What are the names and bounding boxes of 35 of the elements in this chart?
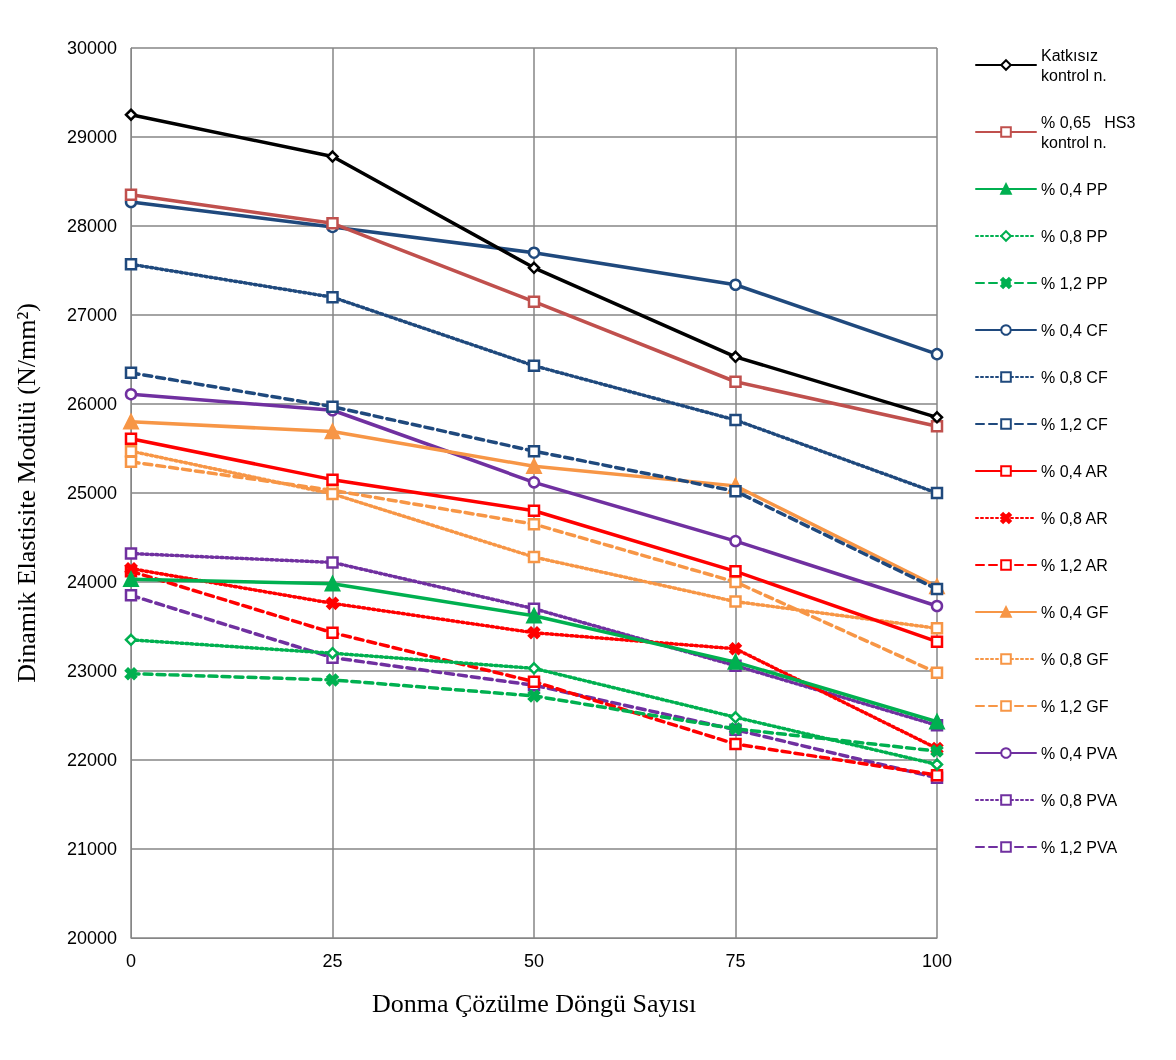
legend-label: % 1,2 PP bbox=[1041, 274, 1108, 292]
legend-label: % 0,4 CF bbox=[1041, 321, 1108, 339]
y-tick-label: 25000 bbox=[66, 483, 117, 503]
x-tick-label: 25 bbox=[322, 951, 343, 971]
x-tick-label: 50 bbox=[523, 951, 545, 971]
legend-label: % 0,4 PP bbox=[1041, 180, 1108, 198]
legend-label: % 0,4 AR bbox=[1041, 462, 1108, 480]
y-tick-label: 27000 bbox=[66, 305, 117, 325]
legend-label: % 0,4 GF bbox=[1041, 603, 1109, 621]
legend-label: % 0,8 PVA bbox=[1041, 791, 1118, 809]
legend-label: % 1,2 CF bbox=[1041, 415, 1108, 433]
legend-label: % 0,8 PP bbox=[1041, 227, 1108, 245]
y-tick-label: 30000 bbox=[66, 38, 117, 58]
y-tick-label: 20000 bbox=[66, 928, 117, 948]
y-tick-label: 26000 bbox=[66, 394, 117, 414]
y-tick-label: 23000 bbox=[66, 661, 117, 681]
legend-label: % 1,2 PVA bbox=[1041, 838, 1118, 856]
legend-label: % 0,65 HS3 kontrol n. bbox=[1041, 113, 1140, 151]
legend-label: % 0,8 CF bbox=[1041, 368, 1108, 386]
y-tick-label: 21000 bbox=[66, 839, 117, 859]
legend-label: % 0,8 AR bbox=[1041, 509, 1108, 527]
y-tick-label: 29000 bbox=[66, 127, 117, 147]
y-tick-label: 24000 bbox=[66, 572, 117, 592]
legend-label: % 0,8 GF bbox=[1041, 650, 1109, 668]
y-tick-label: 28000 bbox=[66, 216, 117, 236]
legend-label: % 1,2 AR bbox=[1041, 556, 1108, 574]
legend-label: % 0,4 PVA bbox=[1041, 744, 1118, 762]
x-tick-label: 100 bbox=[921, 951, 953, 971]
x-tick-label: 0 bbox=[125, 951, 137, 971]
y-axis-title: Dinamik Elastisite Modülü (N/mm²) bbox=[11, 303, 41, 683]
legend-label: Katkısız kontrol n. bbox=[1041, 46, 1107, 84]
y-tick-label: 22000 bbox=[66, 750, 117, 770]
x-axis-title: Donma Çözülme Döngü Sayısı bbox=[371, 988, 697, 1018]
x-tick-label: 75 bbox=[725, 951, 746, 971]
legend-label: % 1,2 GF bbox=[1041, 697, 1109, 715]
